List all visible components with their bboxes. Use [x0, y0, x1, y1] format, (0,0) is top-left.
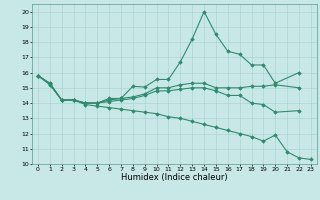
X-axis label: Humidex (Indice chaleur): Humidex (Indice chaleur)	[121, 173, 228, 182]
